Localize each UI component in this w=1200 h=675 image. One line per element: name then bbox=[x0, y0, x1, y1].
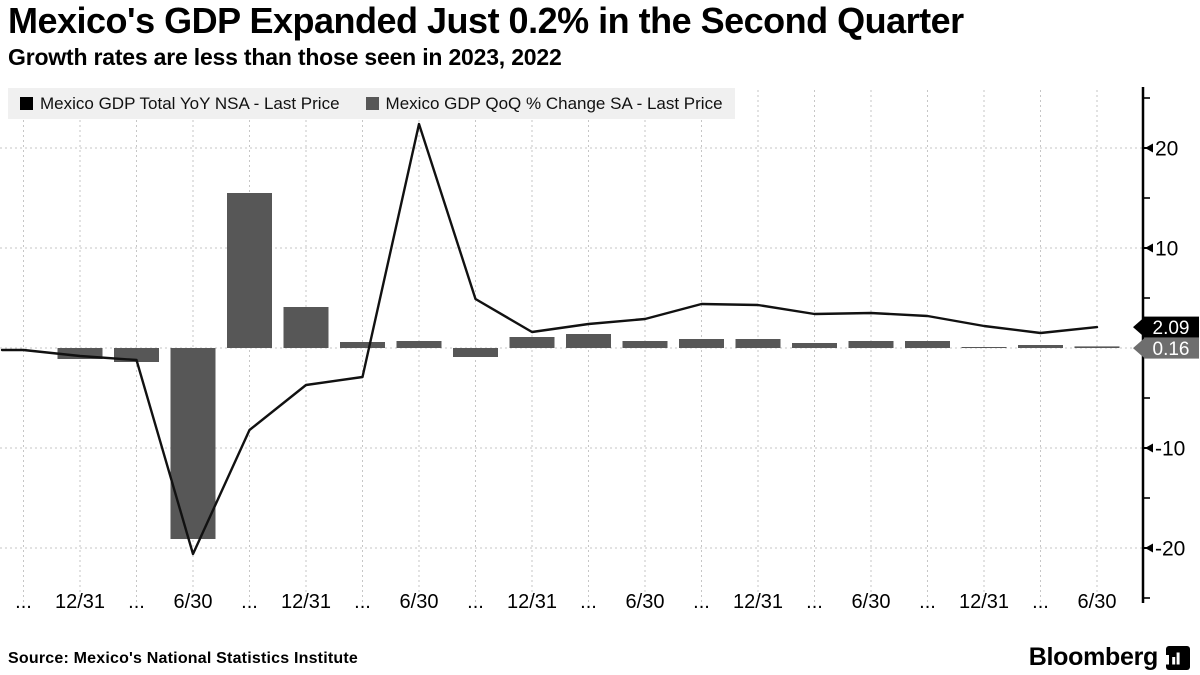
qoq-bar bbox=[509, 337, 555, 348]
legend-label-qoq: Mexico GDP QoQ % Change SA - Last Price bbox=[385, 93, 723, 113]
qoq-bar bbox=[227, 193, 272, 348]
page-title: Mexico's GDP Expanded Just 0.2% in the S… bbox=[8, 0, 964, 41]
y-tick-label: -20 bbox=[1155, 538, 1185, 561]
yoy-series-swatch-icon bbox=[20, 97, 33, 110]
last-price-value: 0.16 bbox=[1153, 339, 1190, 360]
last-price-flags: 2.090.16 bbox=[1133, 316, 1199, 360]
qoq-bar bbox=[622, 341, 668, 348]
qoq-bar bbox=[792, 343, 837, 348]
x-tick-label: ... bbox=[919, 591, 936, 613]
x-tick-label: ... bbox=[693, 591, 710, 613]
yoy-line-series bbox=[0, 122, 1099, 556]
x-tick-label: ... bbox=[806, 591, 823, 613]
page-subtitle: Growth rates are less than those seen in… bbox=[8, 44, 562, 70]
x-tick-label: 12/31 bbox=[507, 591, 557, 613]
qoq-bar bbox=[679, 339, 724, 348]
x-tick-label: 6/30 bbox=[400, 591, 439, 613]
x-tick-label: 12/31 bbox=[281, 591, 331, 613]
x-tick-label: ... bbox=[241, 591, 258, 613]
bloomberg-wordmark: Bloomberg bbox=[1028, 643, 1159, 671]
x-tick-label: 6/30 bbox=[1078, 591, 1117, 613]
legend-label-yoy: Mexico GDP Total YoY NSA - Last Price bbox=[40, 93, 340, 113]
source-note: Source: Mexico's National Statistics Ins… bbox=[8, 650, 358, 667]
y-tick-label: 10 bbox=[1155, 238, 1178, 261]
bloomberg-terminal-icon bbox=[1166, 645, 1190, 670]
qoq-bar bbox=[905, 341, 950, 348]
qoq-bar bbox=[1018, 345, 1063, 348]
x-tick-label: 6/30 bbox=[852, 591, 891, 613]
x-tick-label: 12/31 bbox=[959, 591, 1009, 613]
x-tick-label: 12/31 bbox=[55, 591, 105, 613]
qoq-bar bbox=[283, 307, 329, 348]
x-tick-label: ... bbox=[1032, 591, 1049, 613]
y-tick-label: -10 bbox=[1155, 438, 1185, 461]
qoq-bar bbox=[566, 334, 611, 348]
qoq-bar bbox=[735, 339, 781, 348]
qoq-bar bbox=[57, 348, 103, 359]
x-tick-label: ... bbox=[354, 591, 371, 613]
qoq-bar bbox=[848, 341, 894, 348]
x-tick-label: 6/30 bbox=[626, 591, 665, 613]
chart-legend: Mexico GDP Total YoY NSA - Last Price Me… bbox=[8, 88, 735, 119]
x-tick-label: 6/30 bbox=[174, 591, 213, 613]
qoq-bar bbox=[453, 348, 498, 357]
qoq-bar bbox=[170, 348, 216, 539]
bloomberg-brand: Bloomberg bbox=[1029, 643, 1190, 672]
qoq-series-swatch-icon bbox=[365, 97, 379, 110]
qoq-bar bbox=[340, 342, 385, 348]
legend-entry-yoy: Mexico GDP Total YoY NSA - Last Price bbox=[20, 94, 340, 114]
legend-entry-qoq: Mexico GDP QoQ % Change SA - Last Price bbox=[365, 93, 723, 114]
x-axis-labels: ... 12/31... 6/30... 12/31... 6/30... 12/31..… bbox=[15, 591, 1116, 613]
qoq-bars-series bbox=[57, 193, 1120, 539]
y-tick-label: 20 bbox=[1155, 138, 1178, 161]
last-price-value: 2.09 bbox=[1153, 318, 1190, 339]
qoq-bar bbox=[396, 341, 442, 348]
qoq-bar bbox=[1074, 346, 1120, 348]
x-tick-label: ... bbox=[580, 591, 597, 613]
x-tick-label: ... bbox=[467, 591, 484, 613]
qoq-bar bbox=[961, 347, 1007, 348]
x-tick-label: ... bbox=[128, 591, 145, 613]
x-tick-label: 12/31 bbox=[733, 591, 783, 613]
x-tick-label: ... bbox=[15, 591, 32, 613]
